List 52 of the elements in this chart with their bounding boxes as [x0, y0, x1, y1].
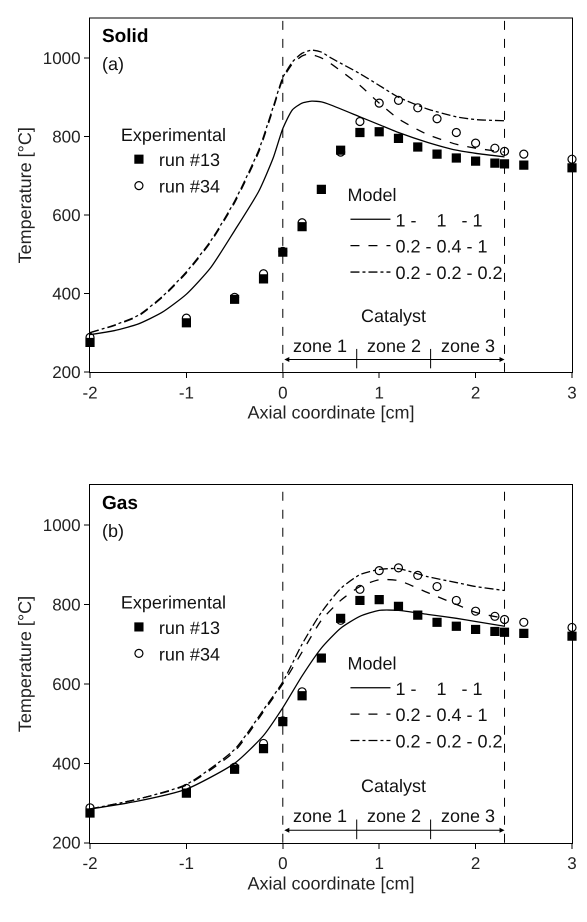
- chart-title: Gas: [102, 493, 138, 514]
- legend-label: run #34: [158, 644, 220, 664]
- y-tick-label: 800: [52, 595, 81, 614]
- annotation: Catalyst: [361, 776, 426, 796]
- annotation: zone 3: [441, 336, 496, 356]
- y-tick-label: 200: [52, 362, 81, 382]
- annotation: Catalyst: [361, 306, 426, 326]
- chart-title: Solid: [102, 26, 148, 47]
- x-tick-label: 1: [374, 383, 384, 402]
- x-tick-label: 3: [567, 854, 577, 874]
- x-tick-label: -2: [82, 854, 98, 874]
- y-axis-title: Temperature [°C]: [14, 596, 35, 732]
- x-tick-label: 0: [278, 383, 288, 402]
- legend-label: 0.2 - 0.4 - 1: [395, 236, 488, 257]
- x-tick-label: 2: [470, 383, 480, 402]
- x-tick-label: 1: [374, 854, 384, 874]
- annotation: zone 1: [293, 336, 348, 356]
- y-tick-label: 600: [52, 206, 81, 225]
- y-tick-label: 600: [52, 674, 81, 694]
- x-tick-label: -2: [82, 383, 98, 402]
- annotation: zone 3: [441, 806, 496, 826]
- legend-label: 0.2 - 0.2 - 0.2: [395, 732, 503, 752]
- annotation: Experimental: [120, 592, 226, 613]
- annotation: zone 1: [293, 806, 348, 826]
- annotation: zone 2: [367, 336, 422, 356]
- x-tick-label: -1: [178, 854, 194, 874]
- x-tick-label: 0: [278, 854, 288, 874]
- legend-label: 1 - 1 - 1: [395, 678, 482, 699]
- y-tick-label: 400: [52, 284, 81, 304]
- annotation: Model: [347, 654, 396, 674]
- x-tick-label: -1: [178, 383, 194, 402]
- legend-label: run #34: [158, 176, 220, 197]
- legend-label: run #13: [158, 618, 220, 638]
- y-tick-label: 1000: [42, 48, 81, 68]
- legend-label: 1 - 1 - 1: [395, 210, 482, 230]
- x-axis-title: Axial coordinate [cm]: [247, 873, 415, 894]
- x-tick-label: 2: [470, 854, 480, 874]
- y-tick-label: 400: [52, 754, 81, 774]
- y-tick-label: 200: [52, 834, 81, 853]
- y-tick-label: 1000: [42, 516, 81, 535]
- annotation: zone 2: [367, 806, 422, 826]
- legend-label: run #13: [158, 150, 220, 170]
- text: (b): [102, 521, 124, 541]
- y-tick-label: 800: [52, 127, 81, 146]
- legend-label: 0.2 - 0.2 - 0.2: [395, 263, 503, 284]
- legend-label: 0.2 - 0.4 - 1: [395, 705, 488, 726]
- annotation: Experimental: [120, 125, 226, 146]
- annotation: Model: [347, 185, 396, 206]
- x-axis-title: Axial coordinate [cm]: [247, 402, 415, 422]
- y-axis-title: Temperature [°C]: [14, 127, 35, 264]
- x-tick-label: 3: [567, 383, 577, 402]
- text: (a): [102, 54, 124, 74]
